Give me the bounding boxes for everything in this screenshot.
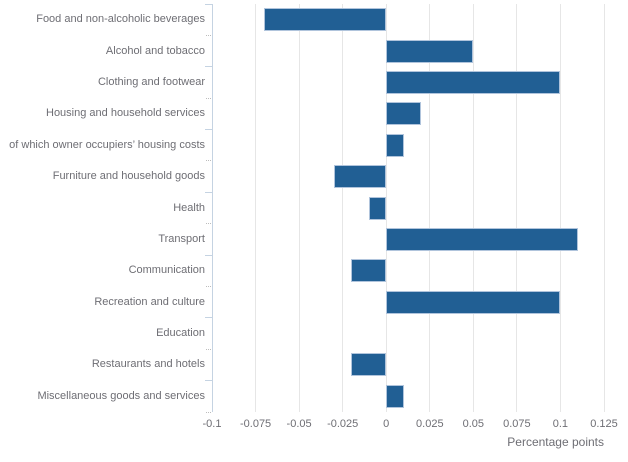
category-label: Communication <box>128 264 205 277</box>
category-label: Restaurants and hotels <box>91 358 205 371</box>
category-label: Recreation and culture <box>94 295 205 308</box>
bar[interactable] <box>351 259 387 283</box>
category-label: Alcohol and tobacco <box>105 44 205 57</box>
gridline <box>429 4 431 412</box>
y-axis-tick <box>205 191 212 193</box>
x-tick-label: -0.025 <box>327 418 359 430</box>
x-tick-label: 0.075 <box>503 418 531 430</box>
y-axis-minor-tick <box>206 34 211 36</box>
x-tick-label: 0 <box>383 418 390 430</box>
x-tick-label: 0.1 <box>552 418 569 430</box>
bar[interactable] <box>351 353 387 377</box>
category-label: Clothing and footwear <box>97 76 205 88</box>
y-axis-tick <box>205 380 212 382</box>
category-label: Food and non-alcoholic beverages <box>36 13 205 26</box>
gridline <box>342 4 344 412</box>
x-axis-title: Percentage points <box>507 435 604 449</box>
y-axis-minor-tick <box>206 286 211 287</box>
y-axis-minor-tick <box>206 160 211 162</box>
bar[interactable] <box>386 39 474 63</box>
x-tick-label: 0.05 <box>462 418 484 430</box>
bar[interactable] <box>334 165 387 189</box>
bar[interactable] <box>386 227 578 251</box>
y-axis-minor-tick <box>206 223 211 225</box>
gridline <box>603 4 605 412</box>
gridline <box>516 4 518 412</box>
x-tick-label: -0.05 <box>286 418 312 430</box>
category-label: Furniture and household goods <box>52 170 205 183</box>
category-label: of which owner occupiers’ housing costs <box>9 138 205 151</box>
bar[interactable] <box>386 102 421 126</box>
y-axis-minor-tick <box>206 348 211 350</box>
bar[interactable] <box>386 133 404 157</box>
gridline <box>559 4 561 412</box>
y-axis-tick <box>205 129 212 130</box>
y-axis-line <box>212 4 213 412</box>
bar[interactable] <box>386 71 561 94</box>
x-tick-label: 0.025 <box>416 418 444 430</box>
gridline <box>472 4 474 412</box>
y-axis-tick <box>205 317 212 319</box>
gridline <box>298 4 300 412</box>
y-axis-minor-tick <box>206 97 211 99</box>
x-tick-label: -0.1 <box>202 418 222 430</box>
y-axis-minor-tick <box>206 411 211 413</box>
x-tick-label: 0.125 <box>590 418 618 430</box>
bar[interactable] <box>368 196 387 220</box>
gridline <box>255 4 257 412</box>
category-label: Transport <box>158 232 205 245</box>
y-axis-tick <box>205 66 212 68</box>
x-tick-label: -0.075 <box>239 418 272 430</box>
category-label: Housing and household services <box>46 107 205 120</box>
bar[interactable] <box>386 290 561 314</box>
category-label: Education <box>156 327 205 339</box>
category-label: Miscellaneous goods and services <box>37 389 205 402</box>
bar[interactable] <box>264 8 387 32</box>
bar[interactable] <box>386 384 404 408</box>
y-axis-tick <box>205 3 212 5</box>
y-axis-tick <box>205 254 212 256</box>
gridline <box>385 4 387 412</box>
category-label: Health <box>173 201 205 214</box>
